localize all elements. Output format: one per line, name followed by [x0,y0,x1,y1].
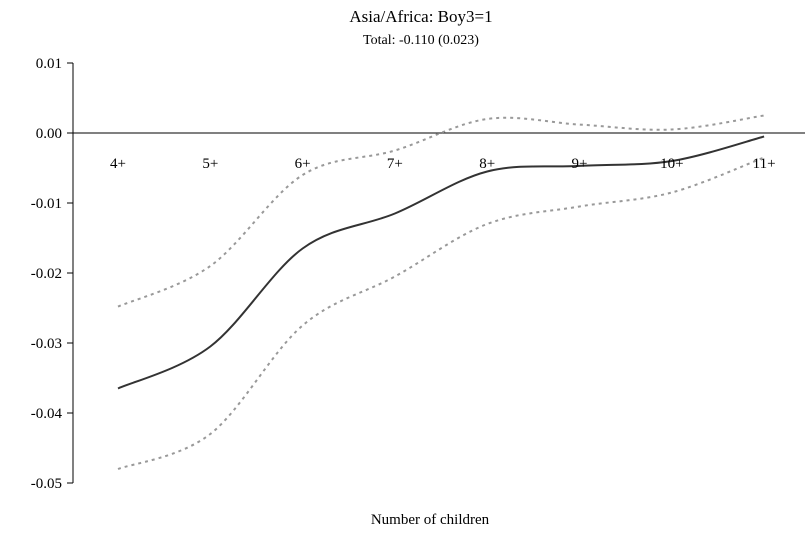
y-tick-label: 0.01 [36,56,62,72]
chart-subtitle: Total: -0.110 (0.023) [363,33,479,48]
y-tick-label: -0.02 [31,266,62,282]
y-tick-label: -0.01 [31,196,62,212]
x-axis-title: Number of children [371,512,490,528]
category-label: 6+ [295,156,311,172]
category-label: 9+ [572,156,588,172]
y-tick-label: -0.03 [31,336,62,352]
category-labels: 4+ 5+ 6+ 7+ 8+ 9+ 10+ 11+ [110,156,776,172]
estimate-line [117,135,765,390]
category-label: 10+ [660,156,683,172]
y-tick-label: 0.00 [36,126,62,142]
category-label: 8+ [479,156,495,172]
category-label: 4+ [110,156,126,172]
chart-title: Asia/Africa: Boy3=1 [349,7,492,26]
lower-bound-line [117,156,765,470]
category-label: 7+ [387,156,403,172]
category-label: 5+ [202,156,218,172]
category-label: 11+ [753,156,776,172]
y-tick-label: -0.05 [31,476,62,492]
series-lines [117,114,765,470]
upper-bound-line [117,114,765,308]
axes: -0.05 -0.04 -0.03 -0.02 -0.01 0.00 0.01 [31,56,805,492]
y-tick-label: -0.04 [31,406,63,422]
